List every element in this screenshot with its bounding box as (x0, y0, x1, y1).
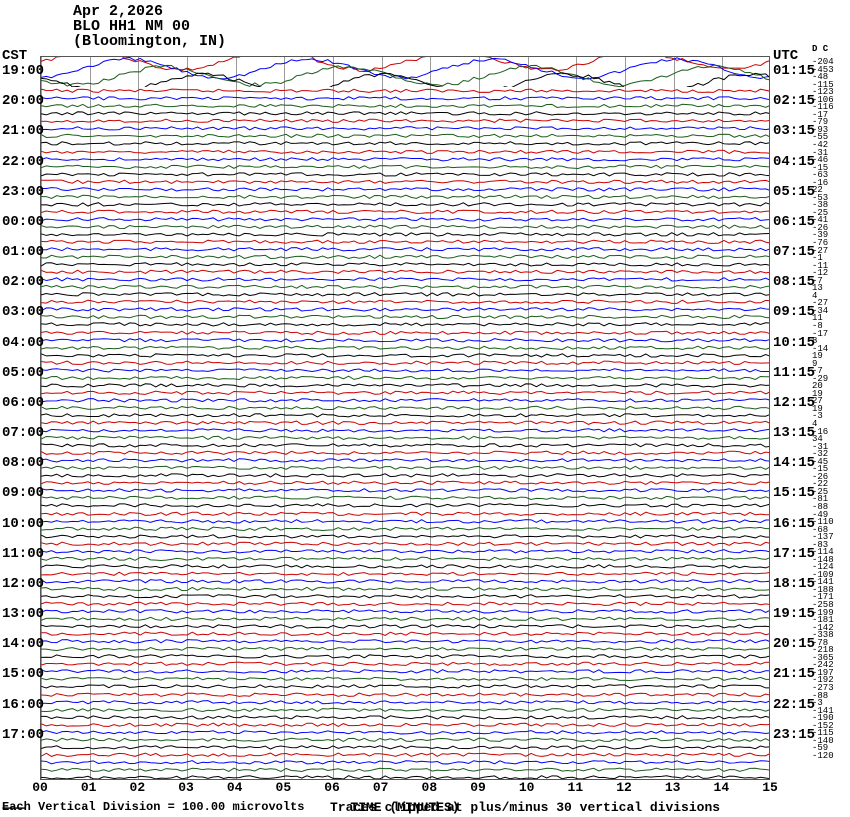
utc-time-label-13: 14:15 (773, 455, 815, 471)
utc-axis-label: UTC (773, 48, 798, 64)
seismogram-helicorder: Apr 2,2026 BLO HH1 NM 00 (Bloomington, I… (0, 0, 850, 814)
utc-time-label-17: 18:15 (773, 576, 815, 592)
cst-time-label-14: 09:00 (2, 485, 44, 501)
chart-station-code: BLO HH1 NM 00 (73, 19, 190, 34)
minute-tick-07: 07 (373, 780, 389, 795)
cst-time-label-18: 13:00 (2, 606, 44, 622)
minute-tick-14: 14 (714, 780, 730, 795)
hour-row-02:00 (41, 268, 770, 298)
hour-row-16:00 (41, 691, 770, 721)
hour-row-00:00 (41, 208, 770, 238)
hour-row-11:00 (41, 540, 770, 570)
cst-time-label-21: 16:00 (2, 697, 44, 713)
hour-row-09:00 (41, 479, 770, 509)
cst-time-label-12: 07:00 (2, 425, 44, 441)
minute-tick-06: 06 (324, 780, 340, 795)
minute-tick-00: 00 (32, 780, 48, 795)
utc-time-label-4: 05:15 (773, 184, 815, 200)
hour-row-07:00 (41, 419, 770, 449)
dc-value-23-0: -120 (812, 752, 834, 761)
hour-row-20:00 (41, 87, 770, 117)
hour-row-05:00 (41, 359, 770, 389)
hour-row-13:00 (41, 600, 770, 630)
utc-time-label-6: 07:15 (773, 244, 815, 260)
cst-time-label-22: 17:00 (2, 727, 44, 743)
hour-row-12:00 (41, 570, 770, 600)
utc-time-label-3: 04:15 (773, 154, 815, 170)
minute-axis: 00 01 02 03 04 05 06 07 08 09 10 11 12 13 14 15 (40, 780, 770, 800)
utc-time-label-12: 13:15 (773, 425, 815, 441)
hour-row-23:00 (41, 178, 770, 208)
cst-time-label-13: 08:00 (2, 455, 44, 471)
cst-time-label-16: 11:00 (2, 546, 44, 562)
minute-tick-10: 10 (519, 780, 535, 795)
utc-time-label-15: 16:15 (773, 516, 815, 532)
minute-tick-09: 09 (470, 780, 486, 795)
cst-time-label-9: 04:00 (2, 335, 44, 351)
cst-time-label-1: 20:00 (2, 93, 44, 109)
hour-row-15:00 (41, 660, 770, 690)
minute-tick-15: 15 (762, 780, 778, 795)
utc-time-label-5: 06:15 (773, 214, 815, 230)
hour-row-08:00 (41, 449, 770, 479)
utc-time-label-7: 08:15 (773, 274, 815, 290)
hour-row-22:00 (41, 148, 770, 178)
minute-tick-05: 05 (276, 780, 292, 795)
cst-time-label-11: 06:00 (2, 395, 44, 411)
decorative-glyph: ⸺ (2, 797, 25, 817)
minute-tick-08: 08 (422, 780, 438, 795)
hour-row-06:00 (41, 389, 770, 419)
chart-location: (Bloomington, IN) (73, 34, 226, 49)
utc-time-label-0: 01:15 (773, 63, 815, 79)
minute-tick-02: 02 (130, 780, 146, 795)
minute-tick-13: 13 (665, 780, 681, 795)
hour-row-14:00 (41, 630, 770, 660)
hour-row-21:00 (41, 117, 770, 147)
minute-tick-11: 11 (568, 780, 584, 795)
minute-tick-04: 04 (227, 780, 243, 795)
cst-time-label-10: 05:00 (2, 365, 44, 381)
cst-time-label-17: 12:00 (2, 576, 44, 592)
hour-row-01:00 (41, 238, 770, 268)
utc-time-label-22: 23:15 (773, 727, 815, 743)
utc-time-label-2: 03:15 (773, 123, 815, 139)
utc-time-label-14: 15:15 (773, 485, 815, 501)
utc-time-label-8: 09:15 (773, 304, 815, 320)
cst-time-label-15: 10:00 (2, 516, 44, 532)
trace-plot-area[interactable] (40, 56, 770, 780)
minute-tick-03: 03 (178, 780, 194, 795)
chart-date: Apr 2,2026 (73, 4, 163, 19)
cst-time-label-5: 00:00 (2, 214, 44, 230)
hour-row-03:00 (41, 298, 770, 328)
utc-time-label-1: 02:15 (773, 93, 815, 109)
cst-time-label-19: 14:00 (2, 636, 44, 652)
dc-column-label: D C (812, 44, 828, 54)
cst-time-label-6: 01:00 (2, 244, 44, 260)
division-caption-text: Each Vertical Division = 100.00 microvol… (2, 800, 304, 814)
cst-time-label-2: 21:00 (2, 123, 44, 139)
hour-row-17:00 (41, 721, 770, 751)
utc-time-label-20: 21:15 (773, 666, 815, 682)
hour-row-19:00 (41, 57, 770, 87)
cst-time-label-4: 23:00 (2, 184, 44, 200)
minute-tick-12: 12 (616, 780, 632, 795)
minute-tick-01: 01 (81, 780, 97, 795)
utc-time-label-19: 20:15 (773, 636, 815, 652)
cst-time-label-3: 22:00 (2, 154, 44, 170)
utc-time-label-16: 17:15 (773, 546, 815, 562)
clip-caption: Traces clipped at plus/minus 30 vertical… (330, 800, 720, 815)
cst-time-label-7: 02:00 (2, 274, 44, 290)
utc-time-label-11: 12:15 (773, 395, 815, 411)
utc-time-label-18: 19:15 (773, 606, 815, 622)
utc-time-label-21: 22:15 (773, 697, 815, 713)
hour-row-23 (41, 751, 770, 780)
hour-row-10:00 (41, 510, 770, 540)
hour-row-04:00 (41, 329, 770, 359)
cst-time-label-0: 19:00 (2, 63, 44, 79)
cst-time-label-20: 15:00 (2, 666, 44, 682)
cst-time-label-8: 03:00 (2, 304, 44, 320)
utc-time-label-9: 10:15 (773, 335, 815, 351)
cst-axis-label: CST (2, 48, 27, 64)
utc-time-label-10: 11:15 (773, 365, 815, 381)
